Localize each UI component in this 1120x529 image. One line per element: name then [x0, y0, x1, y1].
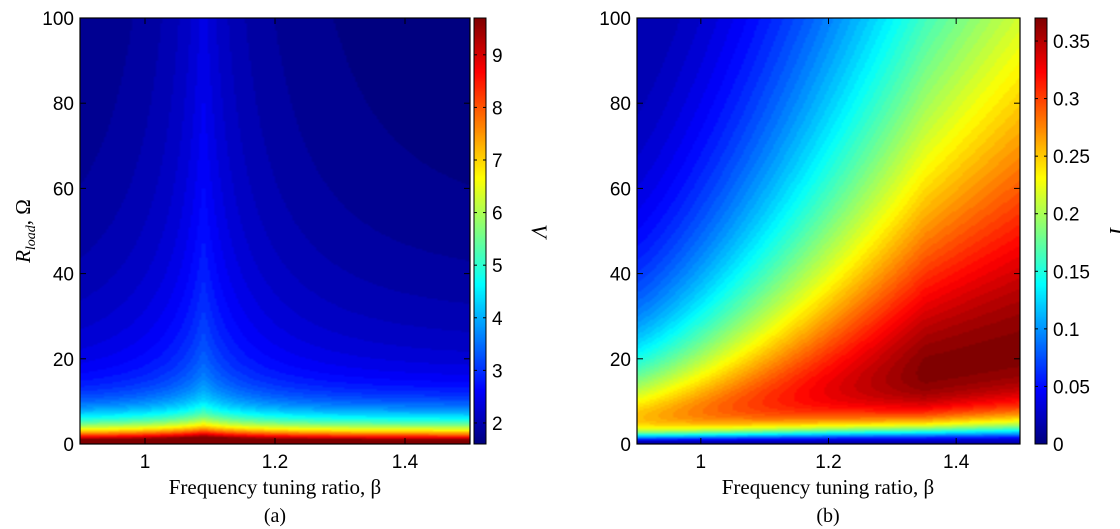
y-tick-label-a: 60	[53, 179, 74, 200]
y-tick-label-a: 0	[63, 435, 74, 456]
panel-b: 1 1.2 1.4 0 20 40 60 80 100 Frequency tuning rat…	[599, 9, 1120, 527]
colorbar-a-gradient	[474, 18, 486, 444]
panel-label-a: (a)	[264, 505, 286, 527]
x-axis-label-a: Frequency tuning ratio, β	[169, 475, 381, 499]
heatmap-a-surface	[80, 18, 470, 444]
colorbar-tick-label-b: 0.3	[1053, 90, 1079, 111]
x-tick-label-a: 1.2	[262, 452, 288, 473]
x-axis-label-b: Frequency tuning ratio, β	[722, 475, 934, 499]
y-axis-label-a: Rload, Ω	[11, 199, 39, 264]
colorbar-tick-label-b: 0.25	[1053, 147, 1090, 168]
y-tick-label-a: 80	[53, 94, 74, 115]
colorbar-b-gradient	[1035, 18, 1047, 444]
y-tick-label-a: 100	[42, 9, 74, 30]
panel-a: 1 1.2 1.4 0 20 40 60 80 100 Rload, Ω Frequency t…	[11, 9, 552, 527]
colorbar-b-label: I	[1105, 226, 1120, 236]
colorbar-tick-label-a: 6	[492, 204, 503, 225]
colorbar-tick-label-b: 0.2	[1053, 205, 1079, 226]
heatmap-b-surface	[637, 18, 1020, 444]
y-tick-label-b: 0	[620, 435, 631, 456]
y-tick-label-b: 60	[610, 179, 631, 200]
colorbar-tick-label-a: 8	[492, 98, 503, 119]
panel-label-b: (b)	[816, 505, 839, 527]
y-tick-label-b: 40	[610, 265, 631, 286]
y-tick-label-b: 80	[610, 94, 631, 115]
colorbar-a-ticks: 2 3 4 5 6 7 8 9	[474, 46, 503, 435]
x-tick-label-b: 1	[696, 452, 707, 473]
colorbar-tick-label-a: 4	[492, 309, 503, 330]
colorbar-a-label: V	[527, 224, 552, 240]
colorbar-a-frame	[473, 17, 487, 445]
colorbar-tick-label-b: 0.05	[1053, 377, 1090, 398]
x-tick-label-b: 1.4	[943, 452, 970, 473]
y-tick-label-a: 20	[53, 350, 74, 371]
colorbar-tick-label-a: 7	[492, 151, 503, 172]
x-tick-label-b: 1.2	[815, 452, 841, 473]
x-tick-label-a: 1.4	[392, 452, 419, 473]
y-tick-label-b: 20	[610, 350, 631, 371]
colorbar-b-ticks: 0 0.05 0.1 0.15 0.2 0.25 0.3 0.35	[1035, 32, 1090, 456]
y-tick-label-a: 40	[53, 265, 74, 286]
colorbar-tick-label-a: 9	[492, 46, 503, 67]
plot-b-ticks: 1 1.2 1.4 0 20 40 60 80 100	[599, 9, 1020, 473]
y-tick-label-b: 100	[599, 9, 631, 30]
colorbar-tick-label-b: 0	[1053, 435, 1064, 456]
colorbar-tick-label-b: 0.1	[1053, 320, 1079, 341]
colorbar-tick-label-a: 3	[492, 361, 503, 382]
colorbar-tick-label-a: 5	[492, 256, 503, 277]
plot-a-ticks: 1 1.2 1.4 0 20 40 60 80 100	[42, 9, 470, 473]
colorbar-tick-label-b: 0.35	[1053, 32, 1090, 53]
colorbar-tick-label-a: 2	[492, 414, 503, 435]
colorbar-tick-label-b: 0.15	[1053, 262, 1090, 283]
x-tick-label-a: 1	[140, 452, 151, 473]
colorbar-b-frame	[1034, 17, 1048, 445]
